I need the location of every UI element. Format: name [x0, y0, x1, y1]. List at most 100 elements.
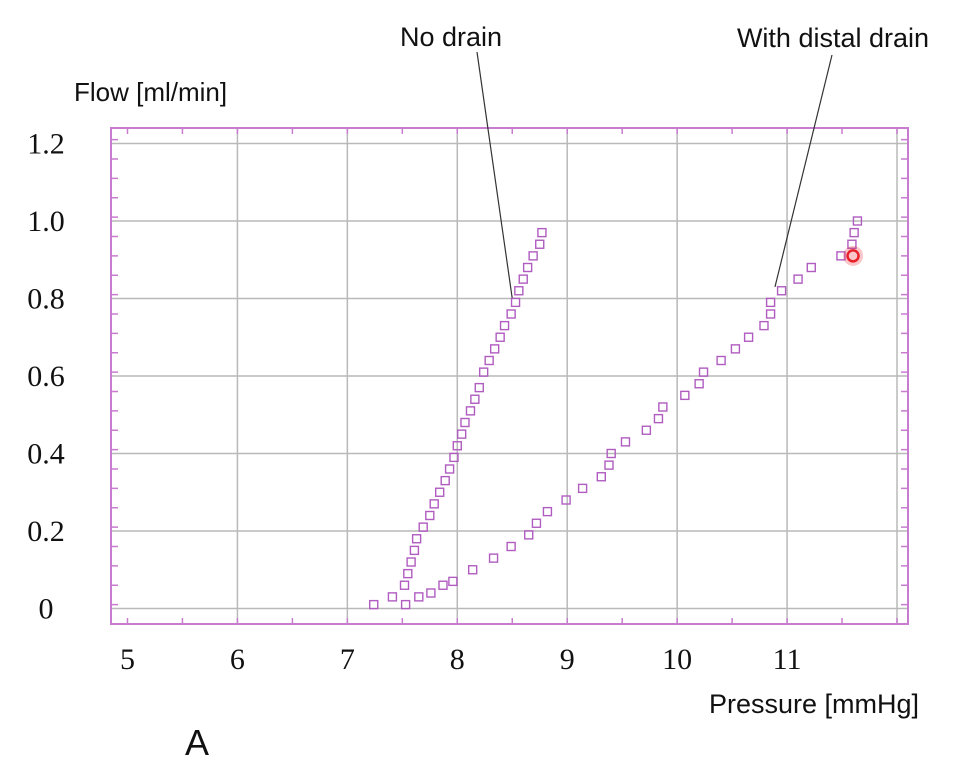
- data-point: [537, 227, 547, 238]
- data-point: [658, 402, 668, 412]
- data-point: [765, 297, 776, 308]
- plot-frame: [110, 127, 909, 625]
- data-point: [488, 553, 499, 563]
- data-point: [765, 309, 776, 319]
- cursor-ring: [846, 249, 860, 263]
- annotation-leaders: [476, 51, 833, 299]
- data-point: [499, 320, 510, 331]
- data-point: [743, 332, 754, 342]
- data-point: [528, 251, 538, 261]
- data-point: [524, 530, 534, 540]
- data-point: [489, 344, 500, 354]
- data-point: [444, 464, 455, 474]
- data-point: [495, 332, 505, 342]
- data-point: [620, 437, 631, 447]
- data-point: [793, 274, 803, 284]
- data-point: [518, 274, 528, 284]
- data-point: [596, 472, 606, 482]
- grid-lines: [111, 128, 908, 624]
- data-point: [776, 286, 787, 296]
- data-point: [606, 448, 616, 459]
- annotation-leader-line: [476, 51, 513, 299]
- y-tick-label: 1.0: [27, 205, 65, 238]
- data-point: [694, 379, 704, 389]
- data-point: [506, 309, 516, 319]
- data-point: [604, 460, 614, 470]
- data-point: [542, 506, 553, 517]
- data-point: [456, 429, 467, 439]
- data-point: [522, 262, 533, 273]
- y-tick-label: 0.2: [27, 515, 65, 548]
- data-point: [849, 227, 859, 238]
- x-tick-label: 6: [230, 643, 245, 676]
- data-point: [510, 297, 521, 308]
- data-point: [414, 592, 424, 602]
- data-point: [531, 518, 542, 528]
- data-point: [403, 568, 413, 579]
- annotation-with-distal-drain: With distal drain: [737, 23, 929, 53]
- tick-labels: 5 6 7 8 9 10 11 0 0.2 0.4 0.6 0.8 1.0 1.2: [27, 128, 801, 677]
- data-point: [484, 355, 494, 366]
- data-point: [369, 599, 379, 610]
- data-point: [400, 599, 411, 610]
- data-point: [852, 216, 863, 226]
- series-1-markers: [400, 216, 863, 610]
- data-point: [449, 452, 459, 463]
- data-point: [460, 417, 470, 428]
- data-point: [387, 592, 398, 602]
- highlight-marker: [843, 245, 864, 266]
- data-point: [426, 588, 436, 598]
- frame-minor-ticks: [111, 128, 908, 625]
- data-point: [448, 576, 458, 587]
- annotation-leader-line: [774, 54, 833, 288]
- x-axis-label: Pressure [mmHg]: [709, 689, 919, 719]
- data-point: [470, 394, 480, 404]
- y-tick-label: 0: [39, 593, 54, 626]
- data-point: [465, 406, 476, 416]
- data-point: [506, 541, 516, 552]
- annotation-no-drain: No drain: [400, 22, 502, 52]
- data-point: [561, 495, 571, 505]
- data-point: [467, 565, 478, 575]
- data-point: [438, 580, 448, 590]
- data-point: [847, 239, 857, 249]
- data-point: [698, 367, 709, 377]
- data-point: [429, 499, 439, 509]
- x-tick-label: 5: [120, 643, 135, 676]
- data-point: [577, 483, 588, 494]
- y-tick-label: 0.4: [27, 438, 65, 471]
- data-point: [806, 262, 816, 273]
- series-0-markers: [369, 227, 547, 610]
- y-tick-label: 1.2: [27, 128, 65, 161]
- data-point: [514, 286, 524, 296]
- data-point: [535, 239, 545, 249]
- data-point: [730, 344, 741, 354]
- y-tick-label: 0.6: [27, 360, 65, 393]
- data-point: [478, 367, 489, 377]
- data-point: [399, 580, 410, 590]
- x-tick-label: 10: [662, 643, 692, 676]
- data-point: [409, 545, 420, 556]
- x-tick-label: 9: [560, 643, 575, 676]
- y-axis-label: Flow [ml/min]: [74, 77, 227, 107]
- data-point: [836, 251, 846, 261]
- data-point: [411, 534, 422, 544]
- data-point: [653, 413, 664, 424]
- y-tick-label: 0.8: [27, 283, 65, 316]
- data-point: [452, 441, 462, 451]
- x-tick-label: 8: [450, 643, 465, 676]
- data-point: [641, 425, 652, 435]
- panel-label: A: [185, 722, 209, 763]
- data-point: [716, 355, 726, 366]
- x-tick-label: 11: [773, 643, 802, 676]
- cursor-glow: [843, 245, 864, 266]
- data-markers: [369, 216, 863, 610]
- x-tick-label: 7: [340, 643, 355, 676]
- data-point: [474, 382, 484, 393]
- data-point: [680, 390, 690, 401]
- data-point: [406, 557, 416, 567]
- data-point: [440, 475, 450, 486]
- data-point: [418, 522, 428, 532]
- data-point: [434, 487, 445, 497]
